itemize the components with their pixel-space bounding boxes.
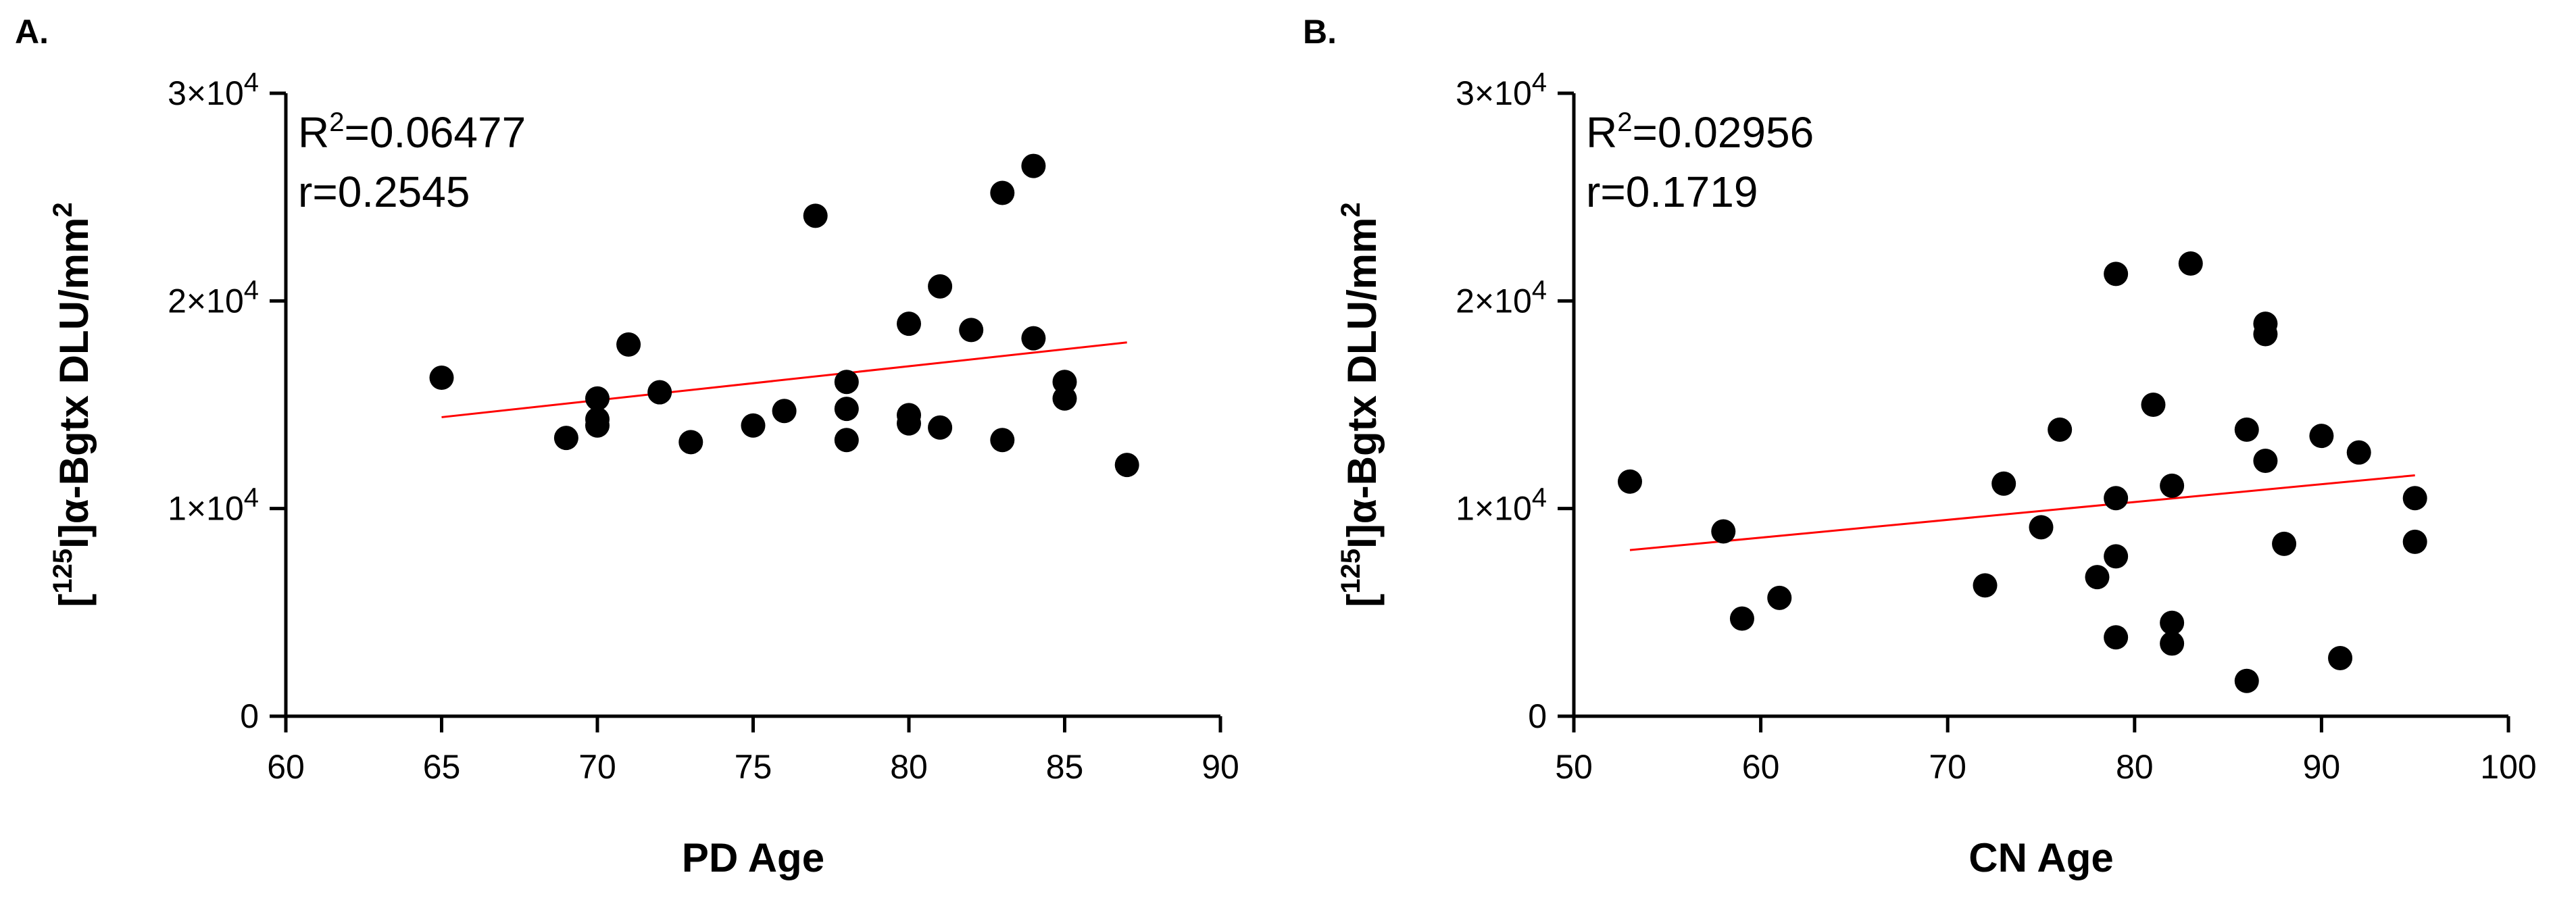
data-point [741, 413, 766, 438]
data-point [2346, 440, 2371, 465]
data-point [2178, 251, 2203, 276]
x-axis-label: CN Age [1968, 835, 2113, 880]
y-axis-label: [125I]α-Bgtx DLU/mm2 [48, 202, 97, 607]
data-point [2141, 393, 2166, 417]
y-tick-label: 1×104 [168, 483, 259, 528]
data-point [2234, 668, 2259, 693]
x-tick-label: 60 [267, 748, 305, 786]
data-point [2029, 515, 2054, 540]
data-point [2309, 424, 2334, 449]
data-point [1617, 469, 1642, 494]
x-tick-label: 75 [735, 748, 772, 786]
data-point [647, 380, 672, 405]
data-point [2104, 544, 2129, 569]
data-point [2085, 565, 2110, 590]
r-value-label: r=0.1719 [1586, 168, 1758, 216]
y-tick-label: 3×104 [168, 68, 259, 112]
data-point [2048, 417, 2073, 442]
y-tick-label: 3×104 [1456, 68, 1547, 112]
x-tick-label: 85 [1046, 748, 1084, 786]
data-point [678, 430, 703, 455]
data-point [2104, 625, 2129, 650]
data-point [928, 274, 953, 299]
data-point [2253, 311, 2278, 336]
x-tick-label: 60 [1742, 748, 1780, 786]
data-point [2160, 473, 2185, 498]
data-point [834, 397, 859, 422]
r-value-label: r=0.2545 [298, 168, 470, 216]
panel-label: B. [1303, 13, 1337, 51]
data-point [1767, 585, 1792, 610]
y-axis-label: [125I]α-Bgtx DLU/mm2 [1336, 202, 1385, 607]
r-squared-label: R2=0.02956 [1586, 107, 1814, 157]
data-point [553, 426, 578, 451]
y-tick-label: 1×104 [1456, 483, 1547, 528]
panel-label: A. [15, 13, 49, 51]
data-point [2402, 486, 2427, 511]
data-point [1729, 606, 1754, 631]
data-point [1114, 453, 1139, 478]
x-tick-label: 90 [1202, 748, 1239, 786]
x-tick-label: 50 [1555, 748, 1593, 786]
data-point [1991, 471, 2016, 496]
data-point [772, 399, 797, 424]
y-tick-label: 2×104 [168, 275, 259, 320]
data-point [2234, 417, 2259, 442]
data-point [2272, 531, 2297, 556]
data-point [1973, 573, 1998, 598]
y-tick-label: 2×104 [1456, 275, 1547, 320]
data-point [959, 318, 984, 343]
data-point [2328, 645, 2353, 670]
data-point [834, 428, 859, 453]
r-squared-label: R2=0.06477 [298, 107, 526, 157]
y-tick-label: 0 [1528, 697, 1547, 735]
x-tick-label: 80 [2116, 748, 2154, 786]
data-point [2253, 448, 2278, 473]
data-point [990, 180, 1015, 205]
data-point [1052, 370, 1077, 395]
x-tick-label: 70 [578, 748, 616, 786]
regression-line [1629, 474, 2415, 551]
data-point [585, 386, 610, 411]
data-point [803, 203, 828, 228]
scatter-chart-a: 0 1×104 2×104 3×104 60 65 70 75 80 85 90 PD Age [125… [48, 68, 1239, 880]
x-tick-label: 90 [2303, 748, 2341, 786]
data-point [928, 415, 953, 440]
data-point [2104, 261, 2129, 286]
chart-panel-b: B. 0 1×104 2×104 3×104 50 60 70 80 90 100 CN Age [1… [1288, 0, 2576, 900]
data-point [897, 403, 921, 428]
data-point [2402, 529, 2427, 554]
data-point [2160, 631, 2185, 656]
data-point [2104, 486, 2129, 511]
data-point [585, 407, 610, 432]
regression-line [441, 341, 1127, 418]
chart-panel-a: A. 0 1×104 2×104 3×104 60 65 70 75 80 85 90 PD Age [… [15, 13, 1239, 880]
data-point [1711, 519, 1736, 544]
data-point [1021, 326, 1046, 351]
data-point [616, 332, 641, 357]
data-point [897, 311, 921, 336]
x-tick-label: 65 [423, 748, 461, 786]
x-tick-label: 80 [890, 748, 928, 786]
data-point [429, 366, 454, 391]
data-point [834, 370, 859, 395]
scatter-chart-b: 0 1×104 2×104 3×104 50 60 70 80 90 100 CN Age [125I… [1336, 68, 2537, 880]
data-point [2160, 610, 2185, 635]
x-tick-label: 100 [2480, 748, 2536, 786]
x-axis-label: PD Age [682, 835, 824, 880]
data-point [1021, 153, 1046, 178]
data-point [990, 428, 1015, 453]
y-tick-label: 0 [240, 697, 259, 735]
x-tick-label: 70 [1929, 748, 1966, 786]
